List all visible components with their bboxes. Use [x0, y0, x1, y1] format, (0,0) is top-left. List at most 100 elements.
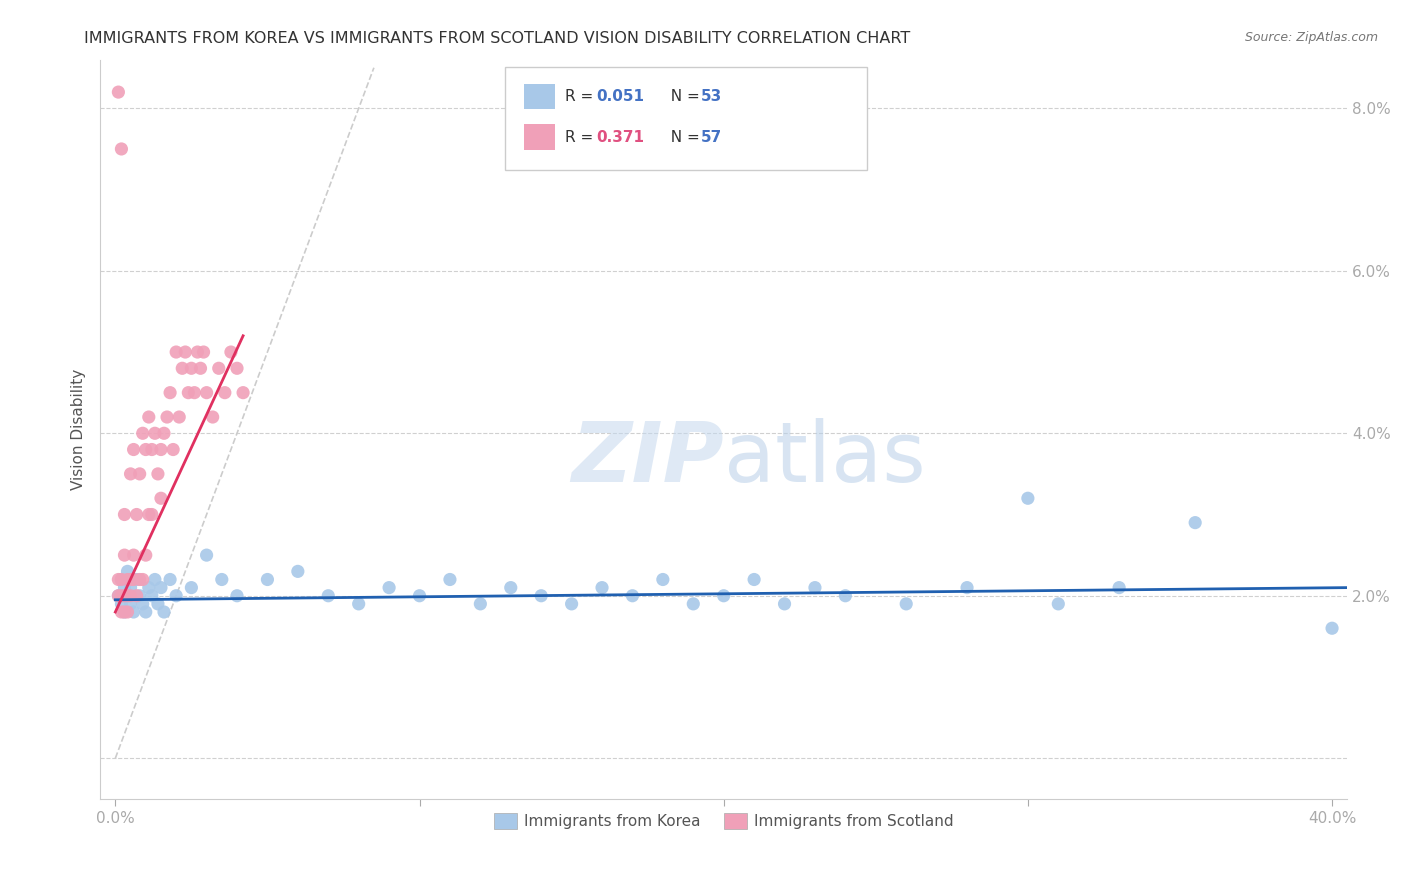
Point [172, 361, 194, 376]
Point [107, 589, 129, 603]
Point [107, 573, 129, 587]
Point [138, 410, 160, 425]
Point [122, 605, 145, 619]
FancyBboxPatch shape [524, 84, 555, 110]
Point [193, 345, 215, 359]
Point [165, 589, 187, 603]
Text: N =: N = [661, 89, 704, 104]
Point [110, 589, 132, 603]
Point [125, 573, 148, 587]
Point [114, 589, 136, 603]
Point [117, 573, 139, 587]
Point [287, 565, 309, 579]
Point [110, 142, 132, 156]
Point [159, 385, 181, 400]
Point [110, 573, 132, 587]
Point [156, 410, 179, 425]
Point [138, 581, 160, 595]
Point [120, 573, 142, 587]
Point [211, 573, 233, 587]
FancyBboxPatch shape [524, 124, 555, 150]
Point [149, 491, 172, 506]
FancyBboxPatch shape [505, 67, 868, 170]
Point [114, 548, 136, 562]
Text: IMMIGRANTS FROM KOREA VS IMMIGRANTS FROM SCOTLAND VISION DISABILITY CORRELATION : IMMIGRANTS FROM KOREA VS IMMIGRANTS FROM… [84, 31, 911, 46]
Point [122, 573, 145, 587]
Point [146, 467, 169, 481]
Point [1017, 491, 1039, 506]
Text: 57: 57 [702, 129, 723, 145]
Text: 0.051: 0.051 [596, 89, 644, 104]
Point [114, 605, 136, 619]
Point [128, 573, 150, 587]
Point [114, 605, 136, 619]
Point [208, 361, 231, 376]
Point [149, 581, 172, 595]
Point [114, 581, 136, 595]
Point [122, 548, 145, 562]
Point [122, 442, 145, 457]
Point [195, 548, 218, 562]
Text: 0.371: 0.371 [596, 129, 644, 145]
Point [804, 581, 827, 595]
Point [146, 597, 169, 611]
Point [117, 565, 139, 579]
Text: atlas: atlas [724, 418, 925, 500]
Point [682, 597, 704, 611]
Point [167, 410, 190, 425]
Point [651, 573, 673, 587]
Point [713, 589, 735, 603]
Point [159, 573, 181, 587]
Point [153, 426, 176, 441]
Point [742, 573, 765, 587]
Point [107, 589, 129, 603]
Point [186, 345, 208, 359]
Point [1320, 621, 1343, 635]
Text: R =: R = [565, 129, 599, 145]
Point [135, 605, 157, 619]
Point [143, 426, 166, 441]
Point [190, 361, 212, 376]
Point [117, 589, 139, 603]
Point [149, 442, 172, 457]
Point [378, 581, 401, 595]
Legend: Immigrants from Korea, Immigrants from Scotland: Immigrants from Korea, Immigrants from S… [488, 807, 960, 836]
Point [120, 467, 142, 481]
Point [956, 581, 979, 595]
Point [177, 385, 200, 400]
Point [110, 605, 132, 619]
Point [499, 581, 522, 595]
Text: 53: 53 [702, 89, 723, 104]
Point [132, 426, 155, 441]
Text: ZIP: ZIP [571, 418, 724, 500]
Point [226, 361, 249, 376]
Point [141, 508, 163, 522]
Point [128, 467, 150, 481]
Point [141, 589, 163, 603]
Point [621, 589, 644, 603]
Point [561, 597, 583, 611]
Point [183, 385, 205, 400]
Point [896, 597, 918, 611]
Point [214, 385, 236, 400]
Point [530, 589, 553, 603]
Point [165, 345, 187, 359]
Point [834, 589, 856, 603]
Point [141, 442, 163, 457]
Point [143, 573, 166, 587]
Point [180, 581, 202, 595]
Point [162, 442, 184, 457]
Point [226, 589, 249, 603]
Point [201, 410, 224, 425]
Point [132, 597, 155, 611]
Point [439, 573, 461, 587]
Point [470, 597, 492, 611]
Point [773, 597, 796, 611]
Point [114, 508, 136, 522]
Text: Source: ZipAtlas.com: Source: ZipAtlas.com [1244, 31, 1378, 45]
Point [1184, 516, 1206, 530]
Point [120, 581, 142, 595]
Text: N =: N = [661, 129, 704, 145]
Point [1108, 581, 1130, 595]
Point [125, 508, 148, 522]
